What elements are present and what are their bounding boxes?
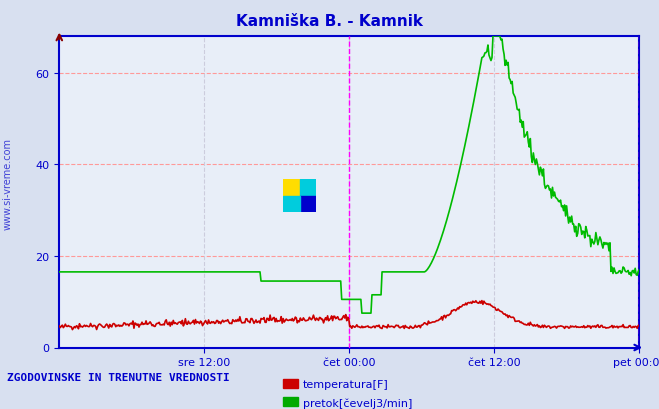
Text: ZGODOVINSKE IN TRENUTNE VREDNOSTI: ZGODOVINSKE IN TRENUTNE VREDNOSTI: [7, 372, 229, 382]
Text: Kamniška B. - Kamnik: Kamniška B. - Kamnik: [236, 14, 423, 29]
Bar: [283, 180, 300, 196]
Text: pretok[čevelj3/min]: pretok[čevelj3/min]: [303, 398, 413, 408]
Bar: [283, 196, 300, 213]
Bar: [300, 196, 316, 213]
Text: temperatura[F]: temperatura[F]: [303, 380, 389, 389]
Text: www.si-vreme.com: www.si-vreme.com: [3, 138, 13, 230]
Bar: [300, 180, 316, 196]
